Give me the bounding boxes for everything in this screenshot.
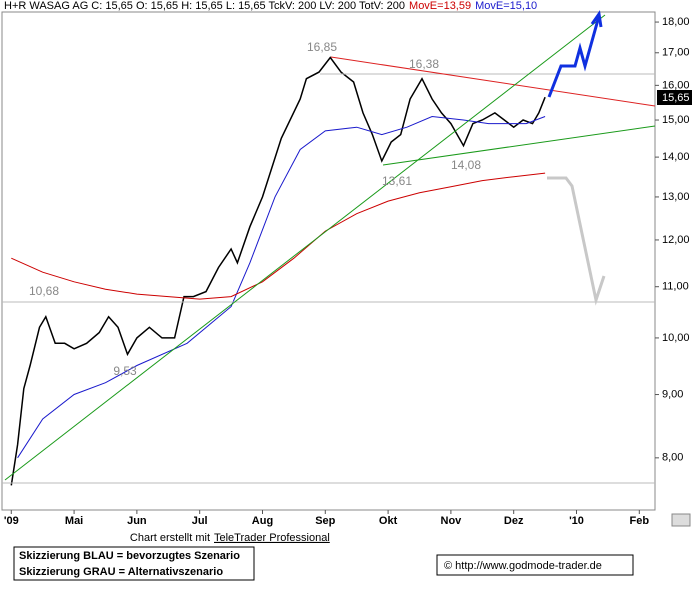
trend-line xyxy=(382,125,656,166)
arrow-head xyxy=(590,10,603,28)
credit: Chart erstellt mit xyxy=(130,532,210,544)
x-tick-label: Feb xyxy=(630,515,650,527)
last-price: 15,65 xyxy=(662,92,690,104)
x-tick-label: '09 xyxy=(4,515,19,527)
y-tick-label: 15,00 xyxy=(662,114,690,126)
annotation: 13,61 xyxy=(382,174,412,188)
x-tick-label: Aug xyxy=(252,515,273,527)
y-tick-label: 18,00 xyxy=(662,16,690,28)
y-tick-label: 12,00 xyxy=(662,234,690,246)
plot-frame xyxy=(1,11,656,511)
annotation: 16,85 xyxy=(307,40,337,54)
y-tick-label: 13,00 xyxy=(662,191,690,203)
legend-box xyxy=(13,546,255,581)
scenario-blue xyxy=(547,15,601,98)
copyright: © http://www.godmode-trader.de xyxy=(444,560,602,572)
series-line xyxy=(17,115,546,459)
y-tick-label: 11,00 xyxy=(662,281,689,293)
indicator: MovE=15,10 xyxy=(475,0,537,12)
series-line xyxy=(10,56,546,486)
credit-link[interactable]: TeleTrader Professional xyxy=(214,532,330,544)
indicator: MovE=13,59 xyxy=(409,0,471,12)
legend-text: Skizzierung GRAU = Alternativszenario xyxy=(19,566,223,578)
x-tick-label: Mai xyxy=(65,515,83,527)
copyright-box xyxy=(436,554,634,576)
chart-title: H+R WASAG AG C: 15,65 O: 15,65 H: 15,65 … xyxy=(4,0,537,12)
x-tick-label: Dez xyxy=(504,515,524,527)
y-tick-label: 9,00 xyxy=(662,388,683,400)
annotation: 16,38 xyxy=(409,57,439,71)
y-tick-label: 14,00 xyxy=(662,151,690,163)
trend-line xyxy=(330,56,656,107)
series-line xyxy=(11,172,546,300)
x-tick-label: Jun xyxy=(127,515,147,527)
legend-text: Skizzierung BLAU = bevorzugtes Szenario xyxy=(19,550,240,562)
annotation: 9,53 xyxy=(113,364,137,378)
trend-line xyxy=(4,14,606,481)
x-tick-label: Sep xyxy=(315,515,335,527)
x-tick-label: Nov xyxy=(441,515,463,527)
plot-area xyxy=(1,11,656,511)
x-tick-label: '10 xyxy=(569,515,584,527)
drawings: 16,85 16,38 13,61 14,08 10,68 9,53 xyxy=(2,10,656,484)
title: H+R WASAG AG C: 15,65 O: 15,65 H: 15,65 … xyxy=(4,0,405,12)
x-tick-label: Jul xyxy=(192,515,208,527)
annotation: 14,08 xyxy=(451,158,481,172)
price-box xyxy=(657,90,692,105)
scenario-gray xyxy=(547,176,606,306)
y-tick-label: 10,00 xyxy=(662,332,690,344)
y-tick-label: 16,00 xyxy=(662,79,690,91)
scroll-button[interactable] xyxy=(671,513,691,527)
x-tick-label: Okt xyxy=(379,515,398,527)
y-tick-label: 17,00 xyxy=(662,47,690,59)
y-tick-label: 8,00 xyxy=(662,452,683,464)
annotation: 10,68 xyxy=(29,284,59,298)
